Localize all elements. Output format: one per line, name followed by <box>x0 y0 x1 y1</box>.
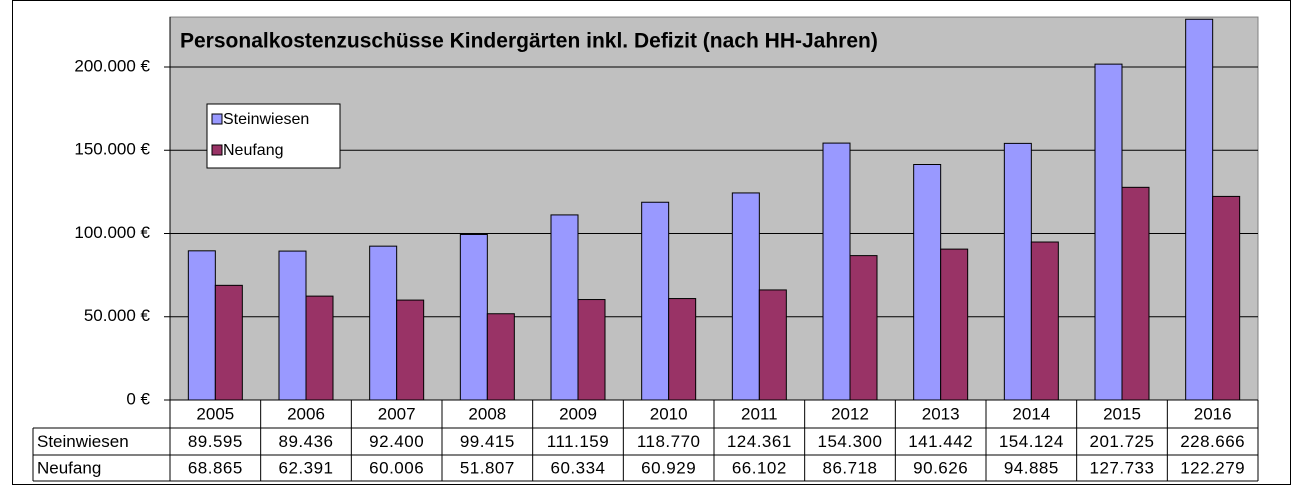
y-tick-label: 100.000 € <box>74 223 150 242</box>
table-cell: 62.391 <box>279 458 334 477</box>
table-cell: 51.807 <box>460 458 515 477</box>
y-tick-label: 200.000 € <box>74 56 150 75</box>
bar <box>1030 241 1059 401</box>
table-cell: 124.361 <box>727 432 792 451</box>
bar <box>1121 186 1150 401</box>
bar <box>822 142 851 401</box>
bar <box>305 295 334 401</box>
table-cell: 99.415 <box>460 432 515 451</box>
chart-title: Personalkostenzuschüsse Kindergärten ink… <box>180 30 878 53</box>
bar <box>849 255 878 401</box>
table-cell: 154.124 <box>999 432 1064 451</box>
table-cell: 90.626 <box>913 458 968 477</box>
bar <box>1212 195 1241 401</box>
table-cell: 89.436 <box>279 432 334 451</box>
bar <box>396 299 425 401</box>
table-cell: 122.279 <box>1180 458 1245 477</box>
table-row-label: Steinwiesen <box>37 432 129 451</box>
bar <box>214 284 243 401</box>
table-cell: 228.666 <box>1180 432 1245 451</box>
plot-area <box>169 16 1259 401</box>
x-tick-label: 2011 <box>741 404 778 423</box>
legend-box <box>206 103 341 169</box>
bar <box>1003 142 1032 401</box>
bar <box>1094 63 1123 401</box>
table-row-label: Neufang <box>37 458 101 477</box>
x-tick-label: 2009 <box>559 404 597 423</box>
y-tick-label: 50.000 € <box>84 306 151 325</box>
bar <box>187 250 216 401</box>
y-tick-label: 150.000 € <box>74 140 150 159</box>
x-tick-label: 2015 <box>1103 404 1141 423</box>
table-cell: 201.725 <box>1090 432 1155 451</box>
bar <box>940 248 969 401</box>
table-cell: 111.159 <box>547 432 609 451</box>
bar <box>913 163 942 401</box>
bar <box>459 233 488 401</box>
x-tick-label: 2005 <box>196 404 234 423</box>
x-tick-label: 2012 <box>831 404 869 423</box>
legend-swatch <box>211 144 223 156</box>
x-tick-label: 2006 <box>287 404 325 423</box>
table-cell: 94.885 <box>1004 458 1059 477</box>
x-tick-label: 2008 <box>468 404 506 423</box>
table-cell: 60.006 <box>369 458 424 477</box>
table-cell: 89.595 <box>188 432 243 451</box>
table-cell: 92.400 <box>369 432 424 451</box>
x-tick-label: 2016 <box>1194 404 1232 423</box>
table-cell: 86.718 <box>823 458 878 477</box>
legend-label: Steinwiesen <box>223 111 309 128</box>
table-cell: 127.733 <box>1090 458 1155 477</box>
y-tick-label: 0 € <box>126 389 150 408</box>
bar <box>1185 18 1214 401</box>
bar <box>731 192 760 401</box>
bar <box>486 313 515 401</box>
bar <box>668 298 697 401</box>
x-tick-label: 2010 <box>650 404 688 423</box>
x-tick-label: 2014 <box>1012 404 1050 423</box>
legend-label: Neufang <box>223 142 284 159</box>
table-cell: 68.865 <box>188 458 243 477</box>
bar <box>278 250 307 401</box>
bar <box>641 201 670 401</box>
x-tick-label: 2007 <box>378 404 416 423</box>
legend-swatch <box>211 113 223 125</box>
bar <box>758 289 787 401</box>
table-cell: 60.334 <box>551 458 606 477</box>
bar <box>577 299 606 401</box>
table-cell: 141.442 <box>908 432 973 451</box>
bar <box>550 214 579 401</box>
bar <box>369 245 398 401</box>
table-cell: 60.929 <box>641 458 696 477</box>
table-cell: 154.300 <box>818 432 883 451</box>
x-tick-label: 2013 <box>922 404 960 423</box>
table-cell: 118.770 <box>637 432 701 451</box>
table-cell: 66.102 <box>732 458 787 477</box>
